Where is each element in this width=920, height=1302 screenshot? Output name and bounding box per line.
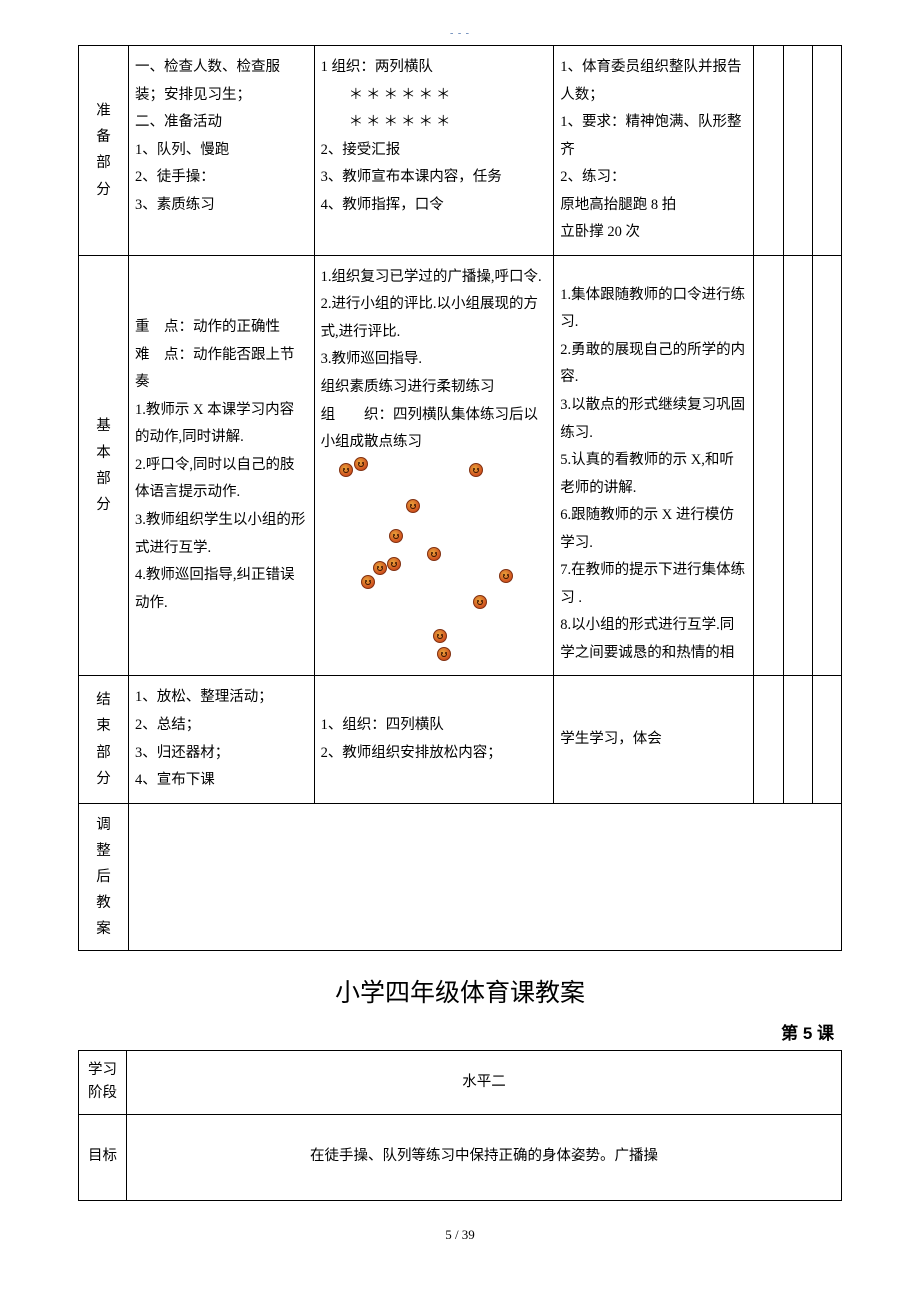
blank-cell <box>754 46 783 256</box>
text: 1.集体跟随教师的口令进行练习. 2.勇敢的展现自己的所学的内容. 3.以散点的… <box>560 264 747 668</box>
table-row: 准 备 部 分 一、检查人数、检查服装；安排见习生； 二、准备活动 1、队列、慢… <box>79 46 842 256</box>
row-label-basic: 基 本 部 分 <box>79 255 129 676</box>
t2-content-goal: 在徒手操、队列等练习中保持正确的身体姿势。广播操 <box>127 1114 842 1200</box>
page-container: - - - 准 备 部 分 一、检查人数、检查服装；安排见习生； 二、准备活动 … <box>0 0 920 1261</box>
smiley-icon <box>427 547 441 561</box>
page-title: 小学四年级体育课教案 <box>78 973 842 1009</box>
stars-row: ＊＊＊＊＊＊ <box>321 109 548 137</box>
table-row: 学习 阶段 水平二 <box>79 1051 842 1114</box>
blank-cell <box>783 255 812 676</box>
text: 重 点：动作的正确性 难 点：动作能否跟上节奏 1.教师示 X 本课学习内容的动… <box>135 314 308 617</box>
table-row: 调 整 后 教 案 <box>79 803 842 950</box>
blank-cell <box>783 676 812 803</box>
blank-cell <box>783 46 812 256</box>
t2-content-stage: 水平二 <box>127 1051 842 1114</box>
row-label-adjust: 调 整 后 教 案 <box>79 803 129 950</box>
basic-col2: 重 点：动作的正确性 难 点：动作能否跟上节奏 1.教师示 X 本课学习内容的动… <box>129 255 315 676</box>
text: 1 组织：两列横队 <box>321 54 548 82</box>
smiley-icon <box>387 557 401 571</box>
smiley-icon <box>406 499 420 513</box>
header-dash: - - - <box>78 28 842 39</box>
end-col3: 1、组织：四列横队 2、教师组织安排放松内容； <box>314 676 554 803</box>
end-col2: 1、放松、整理活动； 2、总结； 3、归还器材； 4、宣布下课 <box>129 676 315 803</box>
blank-cell <box>754 676 783 803</box>
smiley-icon <box>469 463 483 477</box>
smiley-icon <box>354 457 368 471</box>
text: 1、放松、整理活动； 2、总结； 3、归还器材； 4、宣布下课 <box>135 684 308 794</box>
smiley-icon <box>373 561 387 575</box>
text: 1、体育委员组织整队并报告人数； 1、要求：精神饱满、队形整齐 2、练习： 原地… <box>560 54 747 247</box>
table-row: 基 本 部 分 重 点：动作的正确性 难 点：动作能否跟上节奏 1.教师示 X … <box>79 255 842 676</box>
prep-col4: 1、体育委员组织整队并报告人数； 1、要求：精神饱满、队形整齐 2、练习： 原地… <box>554 46 754 256</box>
smiley-icon <box>437 647 451 661</box>
lesson-info-table: 学习 阶段 水平二 目标 在徒手操、队列等练习中保持正确的身体姿势。广播操 <box>78 1050 842 1200</box>
text: 1、组织：四列横队 2、教师组织安排放松内容； <box>321 712 548 767</box>
end-col4: 学生学习，体会 <box>554 676 754 803</box>
stars-row: ＊＊＊＊＊＊ <box>321 82 548 110</box>
prep-col2: 一、检查人数、检查服装；安排见习生； 二、准备活动 1、队列、慢跑 2、徒手操：… <box>129 46 315 256</box>
blank-cell <box>812 676 841 803</box>
blank-cell <box>754 255 783 676</box>
t2-label-goal: 目标 <box>79 1114 127 1200</box>
smiley-icon <box>339 463 353 477</box>
adjust-blank <box>129 803 842 950</box>
t2-label-stage: 学习 阶段 <box>79 1051 127 1114</box>
smiley-icon <box>499 569 513 583</box>
row-label-prep: 准 备 部 分 <box>79 46 129 256</box>
emoji-scatter <box>321 457 548 663</box>
smiley-icon <box>473 595 487 609</box>
smiley-icon <box>361 575 375 589</box>
text: 2、接受汇报 3、教师宣布本课内容，任务 4、教师指挥，口令 <box>321 137 548 220</box>
blank-cell <box>812 255 841 676</box>
table-row: 结 束 部 分 1、放松、整理活动； 2、总结； 3、归还器材； 4、宣布下课 … <box>79 676 842 803</box>
prep-col3: 1 组织：两列横队 ＊＊＊＊＊＊ ＊＊＊＊＊＊ 2、接受汇报 3、教师宣布本课内… <box>314 46 554 256</box>
row-label-end: 结 束 部 分 <box>79 676 129 803</box>
smiley-icon <box>389 529 403 543</box>
page-footer: 5 / 39 <box>78 1227 842 1243</box>
lesson-plan-table: 准 备 部 分 一、检查人数、检查服装；安排见习生； 二、准备活动 1、队列、慢… <box>78 45 842 951</box>
text: 一、检查人数、检查服装；安排见习生； 二、准备活动 1、队列、慢跑 2、徒手操：… <box>135 54 308 219</box>
table-row: 目标 在徒手操、队列等练习中保持正确的身体姿势。广播操 <box>79 1114 842 1200</box>
lesson-number: 第 5 课 <box>78 1019 842 1044</box>
basic-col4: 1.集体跟随教师的口令进行练习. 2.勇敢的展现自己的所学的内容. 3.以散点的… <box>554 255 754 676</box>
blank-cell <box>812 46 841 256</box>
smiley-icon <box>433 629 447 643</box>
text: 1.组织复习已学过的广播操,呼口令. 2.进行小组的评比.以小组展现的方式,进行… <box>321 264 548 457</box>
basic-col3: 1.组织复习已学过的广播操,呼口令. 2.进行小组的评比.以小组展现的方式,进行… <box>314 255 554 676</box>
text: 学生学习，体会 <box>560 726 747 754</box>
